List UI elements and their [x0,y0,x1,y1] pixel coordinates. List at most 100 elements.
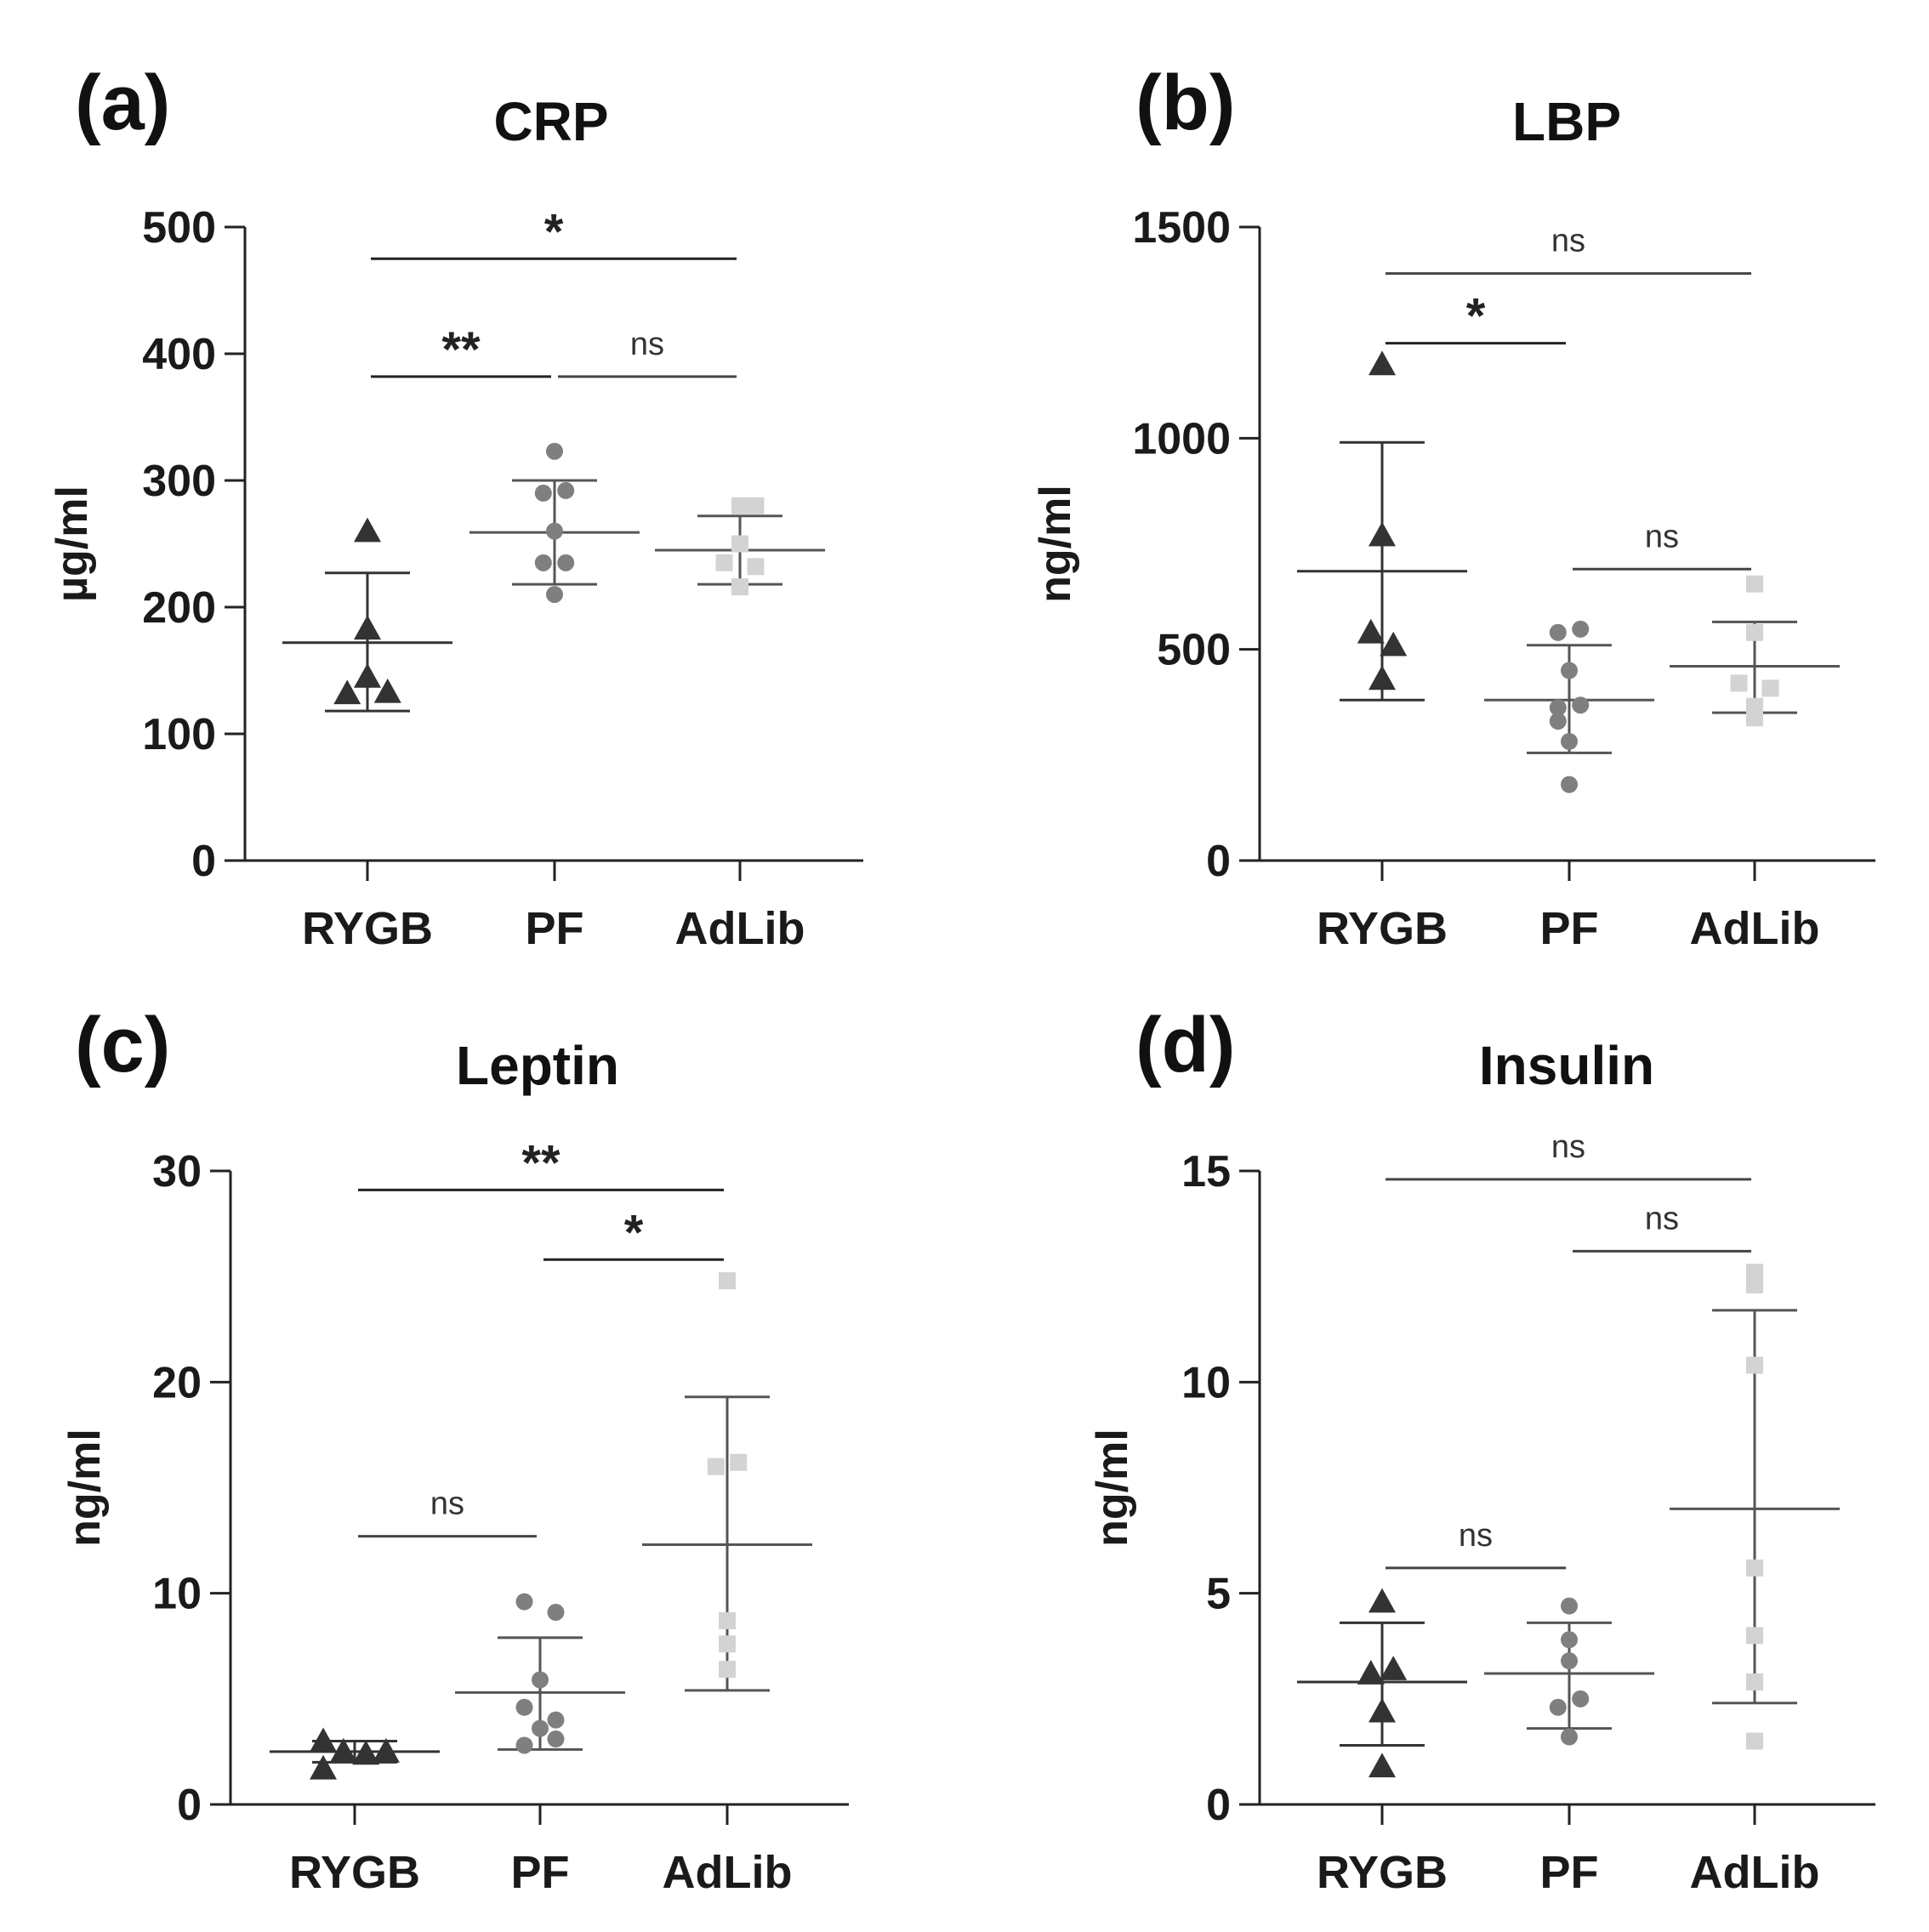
y-tick-label: 300 [142,457,216,506]
y-tick-label: 20 [152,1358,202,1407]
data-point-triangle [373,678,401,703]
data-point-triangle [1369,350,1396,376]
data-point-circle [557,554,575,571]
y-tick-label: 1500 [1132,203,1231,253]
data-point-triangle [310,1754,338,1780]
data-point-circle [546,522,563,540]
x-category-label: PF [510,1847,569,1898]
significance-label: * [1466,289,1486,344]
data-point-square [719,1635,736,1653]
y-axis-title: ng/ml [1088,1429,1137,1547]
y-tick-label: 0 [191,837,216,886]
data-point-circle [515,1593,533,1611]
panel-title: Insulin [1479,1035,1654,1096]
data-point-square [1746,575,1763,593]
data-point-circle [1549,713,1567,730]
y-tick-label: 1000 [1132,414,1231,463]
y-axis-title: ng/ml [1031,485,1080,603]
panel-letter: (c) [75,1002,170,1088]
data-point-square [1746,1559,1763,1577]
data-point-circle [1561,1631,1578,1649]
x-category-label: PF [525,903,583,954]
data-point-circle [557,481,575,499]
y-tick-label: 500 [1157,626,1231,675]
data-point-circle [1572,696,1590,714]
data-point-circle [1561,732,1578,750]
x-category-label: RYGB [1317,1847,1448,1898]
data-point-square [731,535,748,553]
significance-label: ns [1645,519,1679,554]
data-point-triangle [1369,665,1396,690]
data-point-triangle [354,662,381,688]
panel-title: CRP [493,91,608,152]
data-point-square [731,578,748,596]
y-tick-label: 200 [142,583,216,633]
significance-label: ** [521,1135,560,1190]
data-point-circle [546,586,563,604]
y-tick-label: 500 [142,203,216,253]
data-point-circle [1561,1597,1578,1615]
significance-label: ns [1645,1201,1679,1236]
panel-b: (b) LBP 0 500 1000 1500 ng/ml RYGB PF AdLib ns * ns [1031,60,1875,954]
panel-letter: (d) [1135,1002,1235,1088]
data-point-square [1746,1276,1763,1294]
data-point-circle [1561,1728,1578,1746]
y-axis-title: ng/ml [60,1429,110,1547]
data-point-circle [1572,1690,1590,1708]
x-category-label: AdLib [675,903,805,954]
data-point-square [747,558,765,576]
y-tick-label: 30 [152,1147,202,1196]
data-point-circle [1549,623,1567,641]
data-point-triangle [354,615,381,640]
data-point-circle [1549,1698,1567,1716]
significance-label: ns [630,327,664,362]
data-point-square [1746,1732,1763,1750]
data-point-triangle [1357,618,1385,644]
panel-title: Leptin [456,1035,619,1096]
data-point-triangle [310,1727,338,1753]
significance-label: * [624,1205,644,1260]
data-point-square [1746,709,1763,727]
y-tick-label: 15 [1181,1147,1231,1196]
data-point-square [730,1453,748,1471]
data-point-circle [547,1711,565,1729]
data-point-square [1761,679,1779,697]
data-point-triangle [333,679,361,705]
significance-label: ns [1459,1518,1493,1554]
data-point-circle [1561,662,1578,679]
data-point-circle [532,1671,549,1689]
x-category-label: PF [1539,1847,1598,1898]
x-category-label: PF [1539,903,1598,954]
data-point-circle [547,1730,565,1748]
significance-label: * [544,204,564,259]
significance-label: ** [441,322,481,378]
data-point-square [1746,623,1763,641]
data-point-triangle [1369,521,1396,547]
data-point-triangle [1369,1753,1396,1778]
data-point-triangle [329,1737,357,1763]
y-tick-label: 10 [1181,1358,1231,1407]
data-point-square [747,497,765,514]
data-point-circle [534,554,552,571]
panel-letter: (a) [75,60,170,146]
significance-label: ns [1551,224,1585,259]
data-point-square [719,1661,736,1679]
y-axis-title: µg/ml [48,486,97,602]
data-point-circle [532,1719,549,1737]
data-point-triangle [1357,1660,1385,1685]
data-point-triangle [354,517,381,543]
data-point-triangle [1380,1656,1408,1680]
panel-letter: (b) [1135,60,1235,146]
data-point-square [1746,1627,1763,1645]
x-category-label: AdLib [1690,903,1820,954]
data-point-triangle [352,1740,380,1765]
data-point-square [719,1272,736,1290]
x-category-label: RYGB [302,903,433,954]
data-point-triangle [1380,631,1408,656]
data-point-square [1730,674,1748,692]
y-tick-label: 5 [1206,1570,1231,1619]
data-point-triangle [1369,1588,1396,1613]
data-point-square [707,1458,725,1475]
